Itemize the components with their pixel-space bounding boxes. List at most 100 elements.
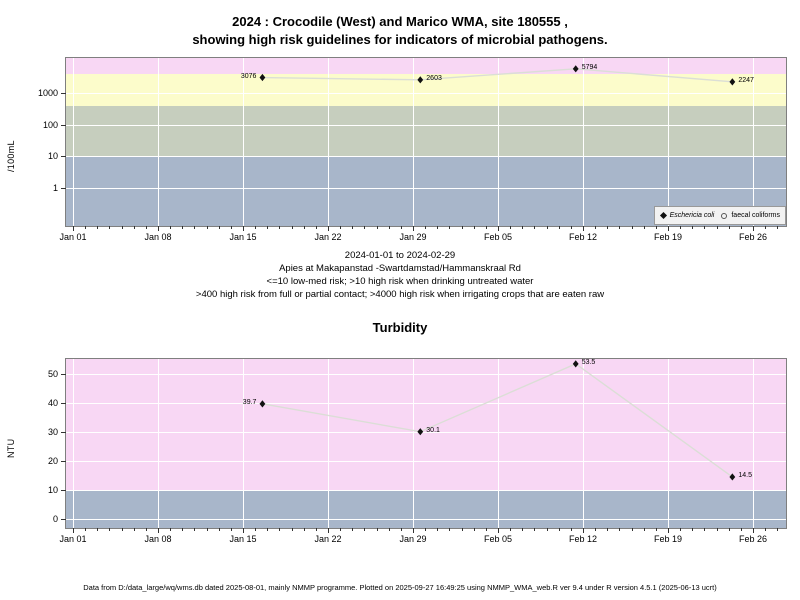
x-minor-tick (546, 226, 548, 229)
x-minor-tick (643, 528, 645, 531)
x-minor-tick (352, 528, 354, 531)
y-tick-label: 0 (52, 514, 58, 524)
x-minor-tick (534, 528, 536, 531)
x-major-tick (413, 226, 414, 231)
x-tick-label: Jan 15 (229, 534, 257, 544)
x-minor-tick (194, 226, 196, 229)
x-tick-label: Jan 08 (144, 232, 172, 242)
x-minor-tick (680, 226, 682, 229)
x-tick-label: Jan 01 (59, 232, 87, 242)
x-minor-tick (133, 528, 135, 531)
x-major-tick (158, 528, 159, 533)
x-minor-tick (218, 528, 220, 531)
v-gridline (243, 359, 244, 528)
v-gridline (583, 58, 584, 226)
y-tick-label: 20 (47, 456, 58, 466)
y-tick (61, 461, 66, 462)
x-minor-tick (352, 226, 354, 229)
v-gridline (498, 58, 499, 226)
x-major-tick (498, 528, 499, 533)
x-minor-tick (461, 226, 463, 229)
x-tick-label: Feb 19 (653, 534, 683, 544)
data-point-label: 3076 (240, 73, 257, 81)
x-major-tick (498, 226, 499, 231)
y-tick (61, 124, 66, 126)
data-point-marker (259, 73, 266, 82)
x-minor-tick (315, 226, 317, 229)
subtitle-site-name: Apies at Makapanstad -Swartdamstad/Hamma… (279, 263, 521, 274)
data-point-marker (729, 78, 736, 86)
y-tick-label: 1000 (37, 88, 58, 98)
x-tick-label: Feb 12 (568, 232, 598, 242)
x-minor-tick (558, 226, 560, 229)
x-minor-tick (109, 226, 111, 229)
x-minor-tick (425, 226, 427, 229)
data-point-marker (417, 428, 424, 436)
x-minor-tick (546, 528, 548, 531)
series-line (262, 363, 733, 478)
x-minor-tick (303, 226, 305, 229)
footer-provenance-text: Data from D:/data_large/wq/wms.db dated … (83, 583, 717, 592)
y-tick (61, 93, 66, 94)
x-minor-tick (558, 528, 560, 531)
x-minor-tick (449, 226, 451, 229)
x-major-tick (753, 226, 754, 231)
x-tick-label: Jan 29 (399, 232, 427, 242)
x-minor-tick (704, 528, 706, 531)
x-minor-tick (510, 528, 512, 531)
subtitle-guideline-2: >400 high risk from full or partial cont… (195, 289, 605, 300)
y-tick-label: 10 (47, 151, 58, 162)
x-minor-tick (388, 226, 390, 229)
x-minor-tick (145, 528, 147, 531)
x-minor-tick (692, 528, 694, 531)
y-tick (61, 519, 66, 520)
x-minor-tick (595, 226, 597, 229)
data-point-label: 2603 (426, 75, 442, 83)
x-minor-tick (595, 528, 597, 531)
x-tick-label: Jan 08 (144, 534, 172, 544)
legend-item-ecoli: Eschericia coli (659, 211, 714, 220)
x-tick-label: Feb 19 (653, 232, 683, 242)
x-minor-tick (230, 528, 232, 531)
v-gridline (158, 359, 159, 528)
h-gridline (66, 374, 786, 375)
x-minor-tick (218, 226, 220, 229)
h-gridline (66, 188, 786, 190)
v-gridline (328, 359, 329, 528)
x-minor-tick (570, 226, 572, 229)
x-minor-tick (340, 528, 342, 531)
x-tick-label: Feb 12 (568, 534, 598, 544)
x-minor-tick (255, 528, 257, 531)
x-minor-tick (485, 226, 487, 229)
y-tick (61, 432, 66, 433)
x-minor-tick (97, 226, 99, 229)
x-minor-tick (291, 226, 293, 229)
x-major-tick (668, 226, 669, 231)
y-tick-label: 40 (47, 398, 58, 408)
data-series-layer (259, 65, 736, 86)
x-major-tick (668, 528, 669, 533)
x-tick-label: Feb 05 (483, 232, 513, 242)
x-minor-tick (534, 226, 536, 229)
y-tick (61, 188, 66, 190)
x-major-tick (328, 226, 329, 231)
x-minor-tick (437, 528, 439, 531)
data-series-layer (259, 360, 736, 481)
x-minor-tick (740, 528, 742, 531)
x-minor-tick (388, 528, 390, 531)
x-tick-label: Jan 22 (314, 534, 342, 544)
x-minor-tick (473, 226, 475, 229)
x-major-tick (73, 528, 74, 533)
v-gridline (413, 359, 414, 528)
x-minor-tick (437, 226, 439, 229)
x-minor-tick (291, 528, 293, 531)
x-minor-tick (461, 528, 463, 531)
h-gridline (66, 432, 786, 433)
data-point-label: 5794 (581, 64, 598, 72)
v-gridline (498, 359, 499, 528)
x-minor-tick (522, 528, 524, 531)
v-gridline (243, 58, 244, 226)
x-minor-tick (765, 226, 767, 229)
x-minor-tick (230, 226, 232, 229)
